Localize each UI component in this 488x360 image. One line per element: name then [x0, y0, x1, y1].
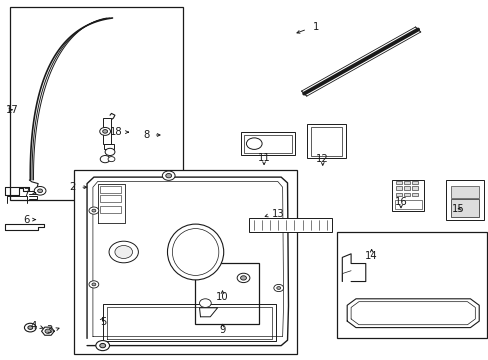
Bar — [403, 181, 409, 184]
Circle shape — [89, 207, 99, 214]
Ellipse shape — [172, 229, 219, 275]
Bar — [100, 195, 121, 202]
Bar — [103, 144, 114, 149]
Circle shape — [108, 157, 115, 162]
Circle shape — [276, 287, 280, 289]
Bar — [411, 193, 417, 196]
Circle shape — [96, 341, 109, 351]
Bar — [240, 132, 295, 155]
Bar — [194, 263, 259, 324]
Bar — [411, 186, 417, 190]
Bar — [10, 7, 183, 200]
Bar — [337, 232, 486, 338]
Circle shape — [105, 148, 115, 156]
Bar — [243, 135, 292, 153]
Circle shape — [273, 284, 283, 292]
Bar — [249, 218, 331, 232]
Text: 10: 10 — [216, 292, 228, 302]
Circle shape — [165, 174, 171, 178]
Bar — [102, 118, 110, 144]
Text: 14: 14 — [365, 251, 377, 261]
Text: 17: 17 — [6, 105, 19, 115]
Bar — [445, 180, 483, 220]
Bar — [100, 186, 121, 193]
Circle shape — [89, 281, 99, 288]
Bar — [403, 193, 409, 196]
Text: 5: 5 — [100, 317, 106, 327]
Circle shape — [100, 127, 110, 135]
Text: 2: 2 — [69, 182, 76, 192]
Text: 13: 13 — [271, 209, 284, 219]
Circle shape — [237, 273, 249, 283]
Bar — [310, 127, 342, 156]
Text: 11: 11 — [257, 153, 270, 163]
Text: 18: 18 — [109, 127, 122, 137]
Text: 7: 7 — [23, 188, 29, 198]
Text: 8: 8 — [142, 130, 149, 140]
Circle shape — [162, 171, 175, 180]
Circle shape — [115, 246, 132, 258]
Bar — [450, 199, 478, 217]
Bar — [306, 124, 346, 158]
Ellipse shape — [167, 224, 224, 280]
Circle shape — [240, 276, 246, 280]
Bar — [74, 170, 297, 354]
Circle shape — [24, 323, 36, 332]
Text: 9: 9 — [219, 325, 225, 336]
Circle shape — [109, 241, 138, 263]
Bar — [394, 200, 421, 209]
Circle shape — [100, 156, 110, 163]
Text: 1: 1 — [312, 22, 319, 32]
Bar — [391, 180, 423, 211]
Text: 4: 4 — [30, 321, 37, 331]
Circle shape — [92, 283, 96, 286]
Text: 16: 16 — [394, 197, 407, 207]
Circle shape — [100, 343, 105, 348]
Text: 6: 6 — [23, 215, 29, 225]
Text: 15: 15 — [451, 204, 464, 214]
Text: 3: 3 — [46, 325, 53, 336]
Bar — [395, 193, 401, 196]
Circle shape — [102, 130, 107, 133]
Bar — [450, 186, 478, 198]
Bar — [100, 206, 121, 213]
Bar — [403, 186, 409, 190]
Bar — [395, 181, 401, 184]
Text: 12: 12 — [316, 154, 328, 164]
Circle shape — [199, 299, 211, 307]
Bar — [395, 186, 401, 190]
Circle shape — [45, 329, 51, 333]
Circle shape — [92, 209, 96, 212]
Circle shape — [246, 138, 262, 149]
Circle shape — [38, 189, 42, 193]
Bar — [411, 181, 417, 184]
Circle shape — [34, 186, 46, 195]
Circle shape — [28, 326, 33, 329]
